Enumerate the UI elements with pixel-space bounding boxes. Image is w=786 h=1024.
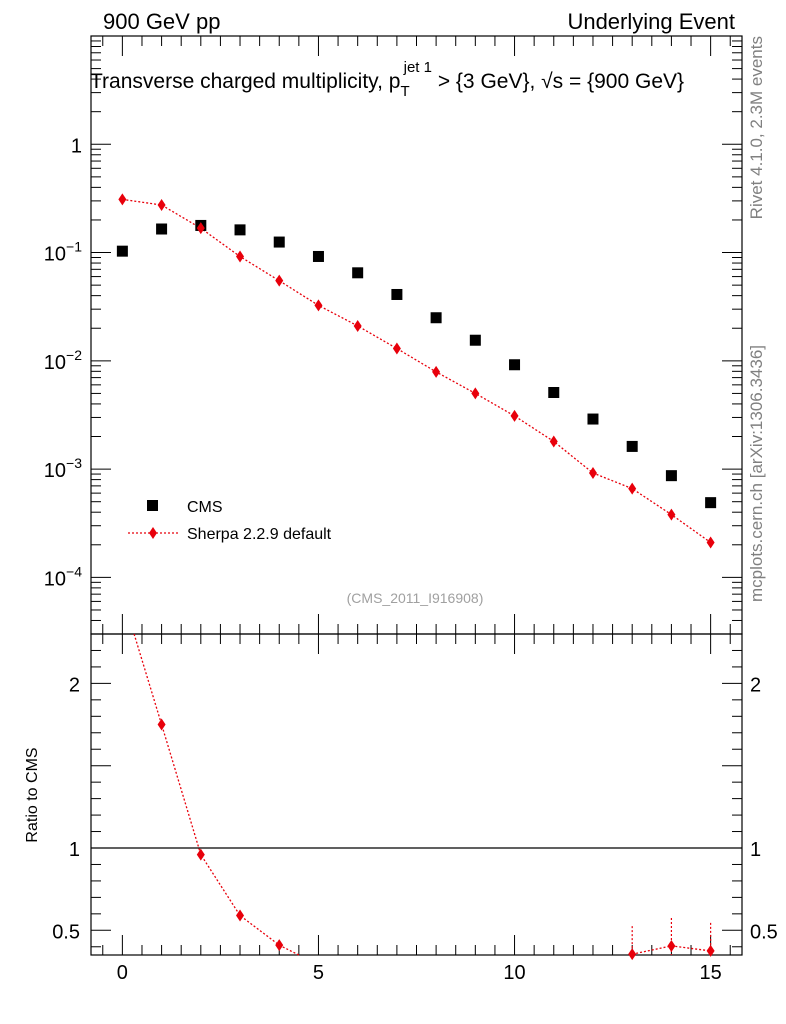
- cms-point: [705, 497, 717, 509]
- cms-point: [665, 470, 677, 482]
- mcplots-label: mcplots.cern.ch [arXiv:1306.3436]: [747, 345, 766, 602]
- ratio-y-tick-label-left: 2: [69, 674, 80, 696]
- sherpa-point: [196, 222, 205, 235]
- ratio-point: [157, 718, 166, 731]
- plot-title: Transverse charged multiplicity, pTjet 1…: [90, 59, 684, 100]
- sherpa-point: [706, 536, 715, 549]
- x-tick-label: 10: [503, 962, 525, 984]
- cms-point: [391, 288, 403, 300]
- x-tick-label: 0: [117, 962, 128, 984]
- ratio-series-lines: [133, 633, 711, 956]
- cms-point: [469, 334, 481, 346]
- main-y-tick-label: 10−3: [44, 455, 82, 482]
- sherpa-point: [432, 365, 441, 378]
- legend-sherpa-label: Sherpa 2.2.9 default: [187, 526, 332, 543]
- header-right: Underlying Event: [567, 9, 735, 34]
- legend-cms-marker: [147, 500, 158, 511]
- rivet-label: Rivet 4.1.0, 2.3M events: [747, 36, 766, 219]
- cms-point: [273, 236, 285, 248]
- ratio-point: [275, 939, 284, 952]
- legend-sherpa-marker: [149, 527, 157, 539]
- main-frame: [90, 35, 743, 635]
- cms-point: [234, 224, 246, 236]
- cms-point: [352, 267, 364, 279]
- sherpa-markers: [118, 193, 715, 549]
- main-y-tick-label: 10−4: [44, 563, 82, 590]
- sherpa-point: [588, 467, 597, 480]
- sherpa-point: [392, 342, 401, 355]
- ratio-line-segment: [133, 633, 300, 956]
- sherpa-point: [353, 319, 362, 332]
- ratio-axis-ticks: [91, 633, 742, 955]
- ratio-markers: [157, 718, 715, 961]
- x-tick-label: 15: [700, 962, 722, 984]
- sherpa-point: [549, 435, 558, 448]
- main-y-tick-labels: 1 10−1 10−2 10−3 10−4: [44, 135, 82, 590]
- cms-point: [587, 413, 599, 425]
- ratio-y-tick-label-left: 1: [69, 839, 80, 861]
- sherpa-point: [275, 274, 284, 287]
- sherpa-point: [510, 409, 519, 422]
- ratio-y-tick-label-right: 1: [750, 839, 761, 861]
- cms-point: [548, 386, 560, 398]
- main-y-tick-label: 10−1: [44, 239, 82, 266]
- ratio-y-label: Ratio to CMS: [24, 747, 41, 842]
- cms-point: [156, 223, 168, 235]
- sherpa-point: [471, 387, 480, 400]
- title-main: Transverse charged multiplicity, p: [90, 70, 400, 93]
- ratio-point: [236, 909, 245, 922]
- analysis-watermark: (CMS_2011_I916908): [347, 590, 484, 606]
- sherpa-point: [667, 508, 676, 521]
- ratio-y-tick-label-right: 2: [750, 674, 761, 696]
- cms-point: [626, 440, 638, 452]
- title-rest: > {3 GeV}, √s = {900 GeV}: [432, 70, 684, 93]
- ratio-error-bars: [631, 917, 712, 955]
- header-left: 900 GeV pp: [103, 9, 220, 34]
- sherpa-series-line: [122, 198, 711, 544]
- title-sup: jet 1: [403, 59, 432, 76]
- sherpa-point: [314, 299, 323, 312]
- main-y-tick-label: 10−2: [44, 347, 82, 374]
- ratio-y-tick-label-right: 0.5: [750, 921, 778, 943]
- sherpa-point: [118, 193, 127, 206]
- ratio-frame: [90, 633, 743, 956]
- sherpa-point: [157, 198, 166, 211]
- title-sub: T: [400, 83, 409, 100]
- cms-point: [509, 359, 521, 371]
- ratio-point: [196, 848, 205, 861]
- main-y-tick-label: 1: [71, 135, 82, 157]
- ratio-tick-labels: 0.5 0.5 1 1 2 2 0 5 10 15: [52, 674, 778, 984]
- sherpa-point: [628, 482, 637, 495]
- cms-point: [312, 250, 324, 262]
- ratio-y-tick-label-left: 0.5: [52, 921, 80, 943]
- cms-data-markers: [116, 219, 717, 509]
- legend-cms-label: CMS: [187, 499, 223, 516]
- main-axis-ticks: [91, 35, 742, 635]
- sherpa-point: [236, 250, 245, 263]
- x-tick-label: 5: [313, 962, 324, 984]
- cms-point: [116, 245, 128, 257]
- cms-point: [430, 312, 442, 324]
